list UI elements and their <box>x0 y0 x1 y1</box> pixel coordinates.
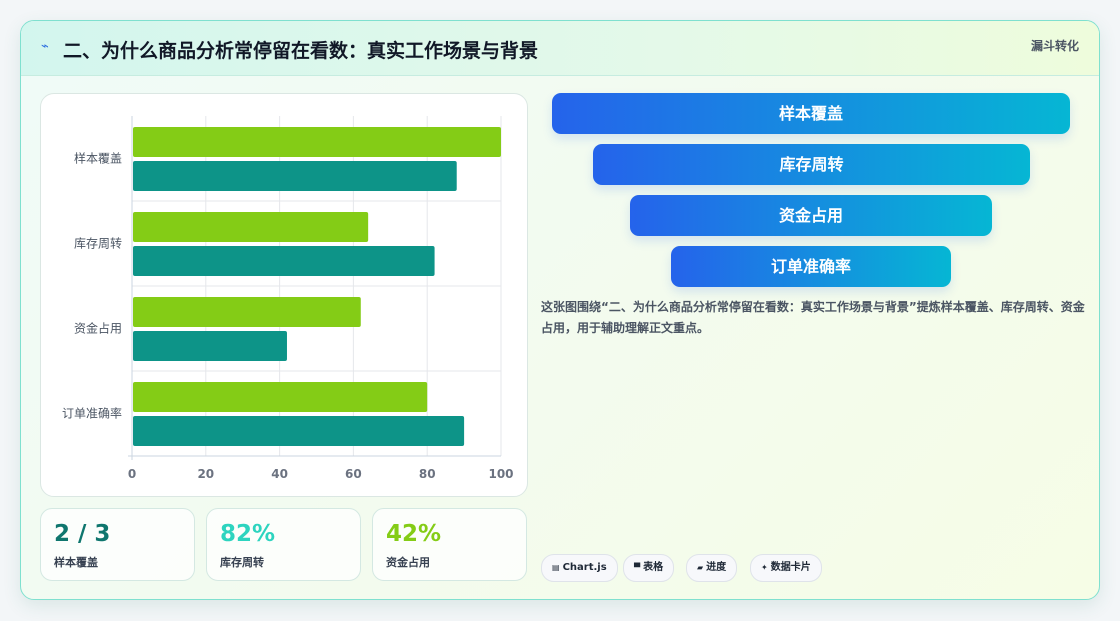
bar-1 <box>133 382 428 412</box>
section-header: ⌁ 二、为什么商品分析常停留在看数：真实工作场景与背景 漏斗转化 <box>21 21 1099 76</box>
stat-label-2: 库存周转 <box>220 556 264 569</box>
chip-chartjs[interactable]: ▤ Chart.js <box>541 554 618 582</box>
chip-table[interactable]: ▀ 表格 <box>623 554 675 582</box>
bar-2 <box>133 161 457 191</box>
y-tick-label: 资金占用 <box>74 321 122 336</box>
stat-value-2: 82% <box>220 521 276 547</box>
chip-data-card[interactable]: ✦ 数据卡片 <box>750 554 822 582</box>
x-tick-label: 80 <box>419 467 436 481</box>
stat-card-2: 82% 库存周转 <box>206 508 361 581</box>
chip-label: 进度 <box>706 562 727 573</box>
progress-icon: ▰ <box>697 563 704 572</box>
bar-2 <box>133 246 435 276</box>
x-tick-label: 40 <box>271 467 288 481</box>
chart-description: 这张图围绕“二、为什么商品分析常停留在看数：真实工作场景与背景”提炼样本覆盖、库… <box>541 300 1085 335</box>
stat-card-1: 2 / 3 样本覆盖 <box>40 508 195 581</box>
bar-1 <box>133 297 361 327</box>
bar-chart-panel: 样本覆盖库存周转资金占用订单准确率 0 20 40 60 80 100 <box>40 93 528 497</box>
funnel-stage-3: 资金占用 <box>630 195 992 236</box>
section-title: 二、为什么商品分析常停留在看数：真实工作场景与背景 <box>63 40 539 62</box>
y-tick-label: 订单准确率 <box>62 406 122 421</box>
x-tick-label: 100 <box>488 467 513 481</box>
bar-1 <box>133 127 501 157</box>
bar-1 <box>133 212 369 242</box>
chip-progress[interactable]: ▰ 进度 <box>686 554 738 582</box>
x-tick-label: 20 <box>197 467 214 481</box>
stat-label-3: 资金占用 <box>386 556 430 569</box>
x-tick-label: 0 <box>128 467 136 481</box>
stat-card-3: 42% 资金占用 <box>372 508 527 581</box>
y-tick-label: 库存周转 <box>74 236 122 251</box>
bolt-icon: ⌁ <box>41 39 49 54</box>
bar-2 <box>133 416 465 446</box>
chip-label: 数据卡片 <box>770 562 811 573</box>
chip-label: 表格 <box>643 562 664 573</box>
bar-2 <box>133 331 287 361</box>
x-tick-label: 60 <box>345 467 362 481</box>
funnel-stage-4: 订单准确率 <box>671 246 951 287</box>
y-tick-label: 样本覆盖 <box>74 151 122 166</box>
chart-icon: ▤ <box>552 563 560 572</box>
section-tag: 漏斗转化 <box>1030 39 1079 53</box>
chip-label: Chart.js <box>562 562 607 573</box>
stat-value-1: 2 / 3 <box>54 521 111 547</box>
funnel-stage-2: 库存周转 <box>593 144 1030 185</box>
stat-value-3: 42% <box>386 521 442 547</box>
funnel-stage-1: 样本覆盖 <box>552 93 1070 134</box>
table-icon: ▀ <box>634 563 641 572</box>
sparkle-icon: ✦ <box>761 563 768 572</box>
content-card: ⌁ 二、为什么商品分析常停留在看数：真实工作场景与背景 漏斗转化 样本覆盖库存周… <box>20 20 1100 600</box>
stat-label-1: 样本覆盖 <box>54 556 98 569</box>
